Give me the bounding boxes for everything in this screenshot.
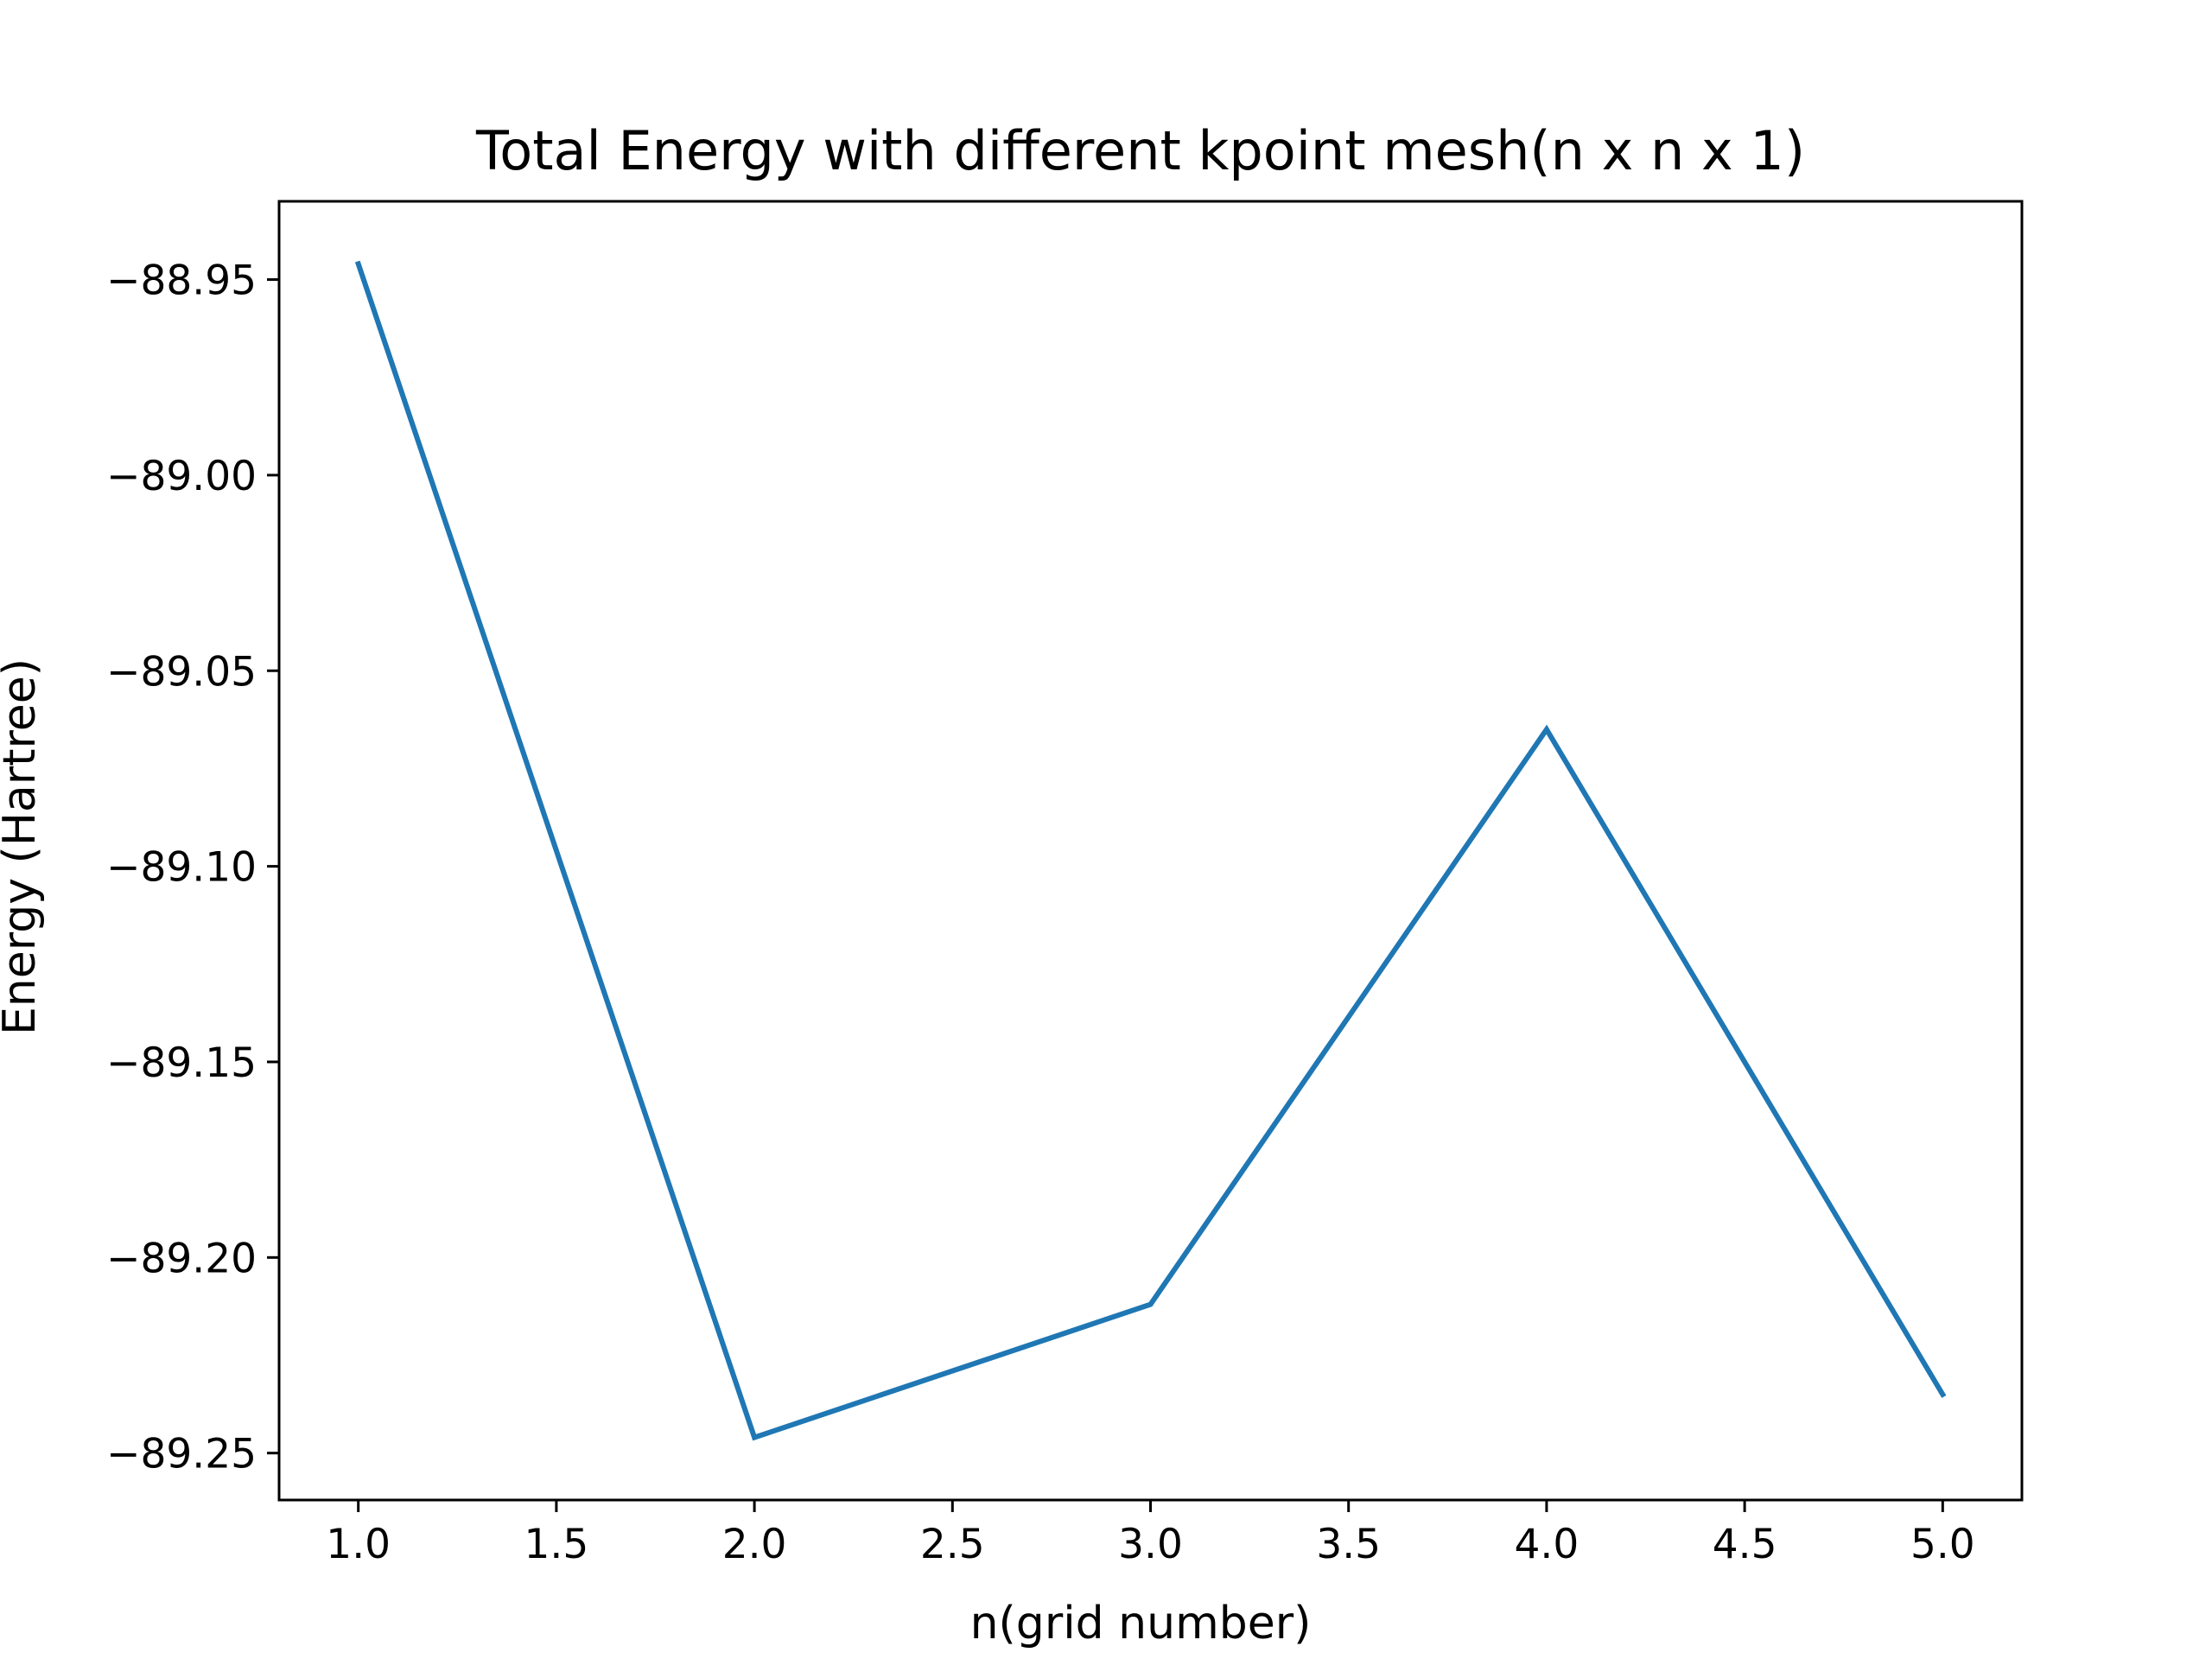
y-tick-label: −89.15: [106, 1039, 257, 1087]
x-tick-label: 3.5: [1316, 1521, 1381, 1568]
y-tick-label: −88.95: [106, 257, 257, 305]
y-tick-label: −89.20: [106, 1235, 257, 1282]
x-tick-label: 3.0: [1118, 1521, 1183, 1568]
y-tick-label: −89.25: [106, 1431, 257, 1478]
x-tick-label: 4.5: [1713, 1521, 1777, 1568]
y-tick-label: −89.10: [106, 844, 257, 892]
chart-title: Total Energy with different kpoint mesh(…: [475, 119, 1805, 182]
x-axis-title: n(grid number): [970, 1598, 1312, 1649]
x-tick-label: 1.0: [326, 1521, 391, 1568]
plot-area: 1.0 1.5 2.0 2.5 3.0 3.5 4.0 4.5 5.0 −88.95 −89.00 −…: [106, 200, 2024, 1568]
x-tick-label: 2.5: [920, 1521, 985, 1568]
series-line-1: [354, 260, 1947, 1441]
x-tick-label: 1.5: [524, 1521, 589, 1568]
y-tick-label: −89.05: [106, 648, 257, 696]
x-tick-label: 2.0: [722, 1521, 787, 1568]
y-tick-label: −89.00: [106, 453, 257, 500]
x-tick-label: 5.0: [1910, 1521, 1975, 1568]
x-tick-label: 4.0: [1515, 1521, 1580, 1568]
y-axis-title: Energy (Hartree): [0, 658, 46, 1035]
